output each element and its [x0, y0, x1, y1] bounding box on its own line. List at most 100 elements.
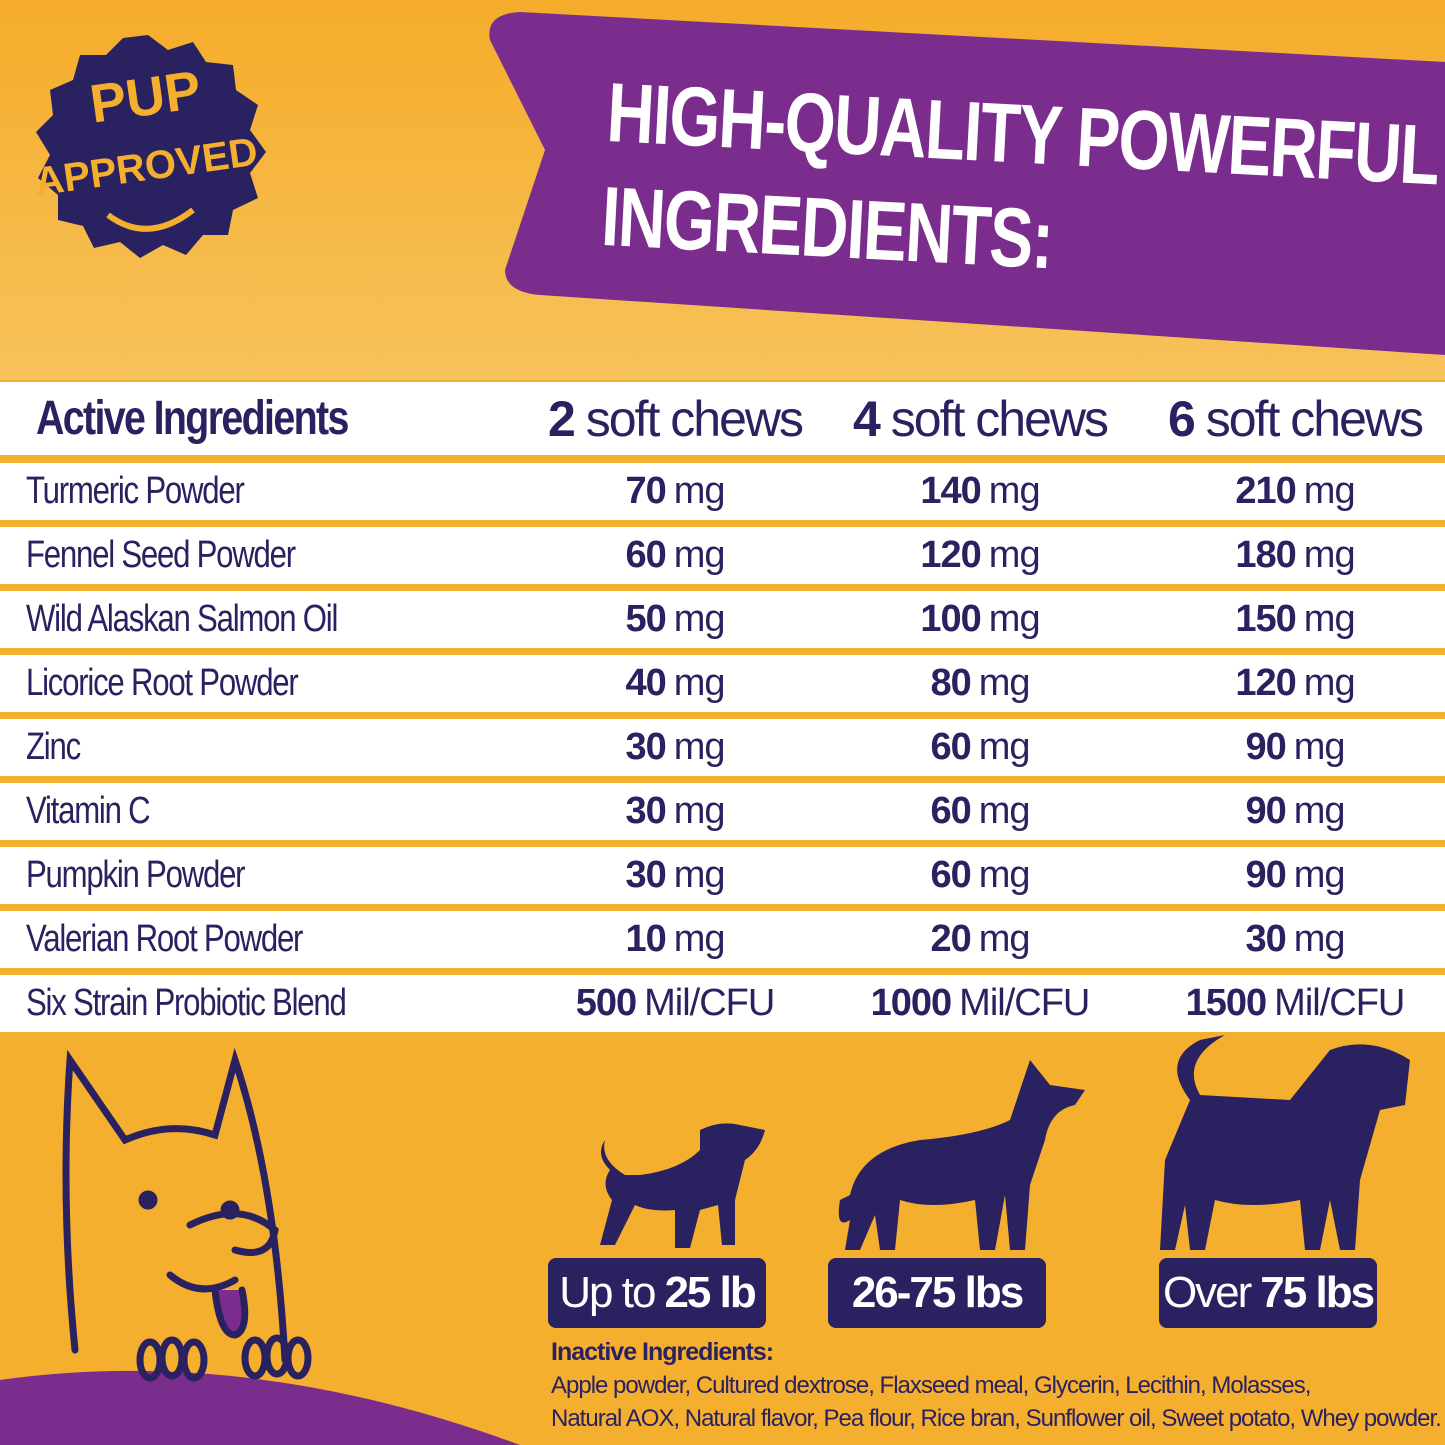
dose-value: 90 mg: [1145, 783, 1445, 840]
dose-amount: 60: [930, 790, 971, 832]
header-active-ingredients: Active Ingredients: [36, 392, 349, 445]
ingredient-name: Wild Alaskan Salmon Oil: [26, 598, 338, 640]
medium-dog-icon: [838, 1060, 1085, 1250]
table-row: Licorice Root Powder 40 mg 80 mg 120 mg: [0, 655, 1445, 712]
dose-value: 180 mg: [1145, 527, 1445, 584]
dose-amount: 30: [625, 790, 666, 832]
ingredient-name: Valerian Root Powder: [26, 918, 303, 960]
dose-unit: Mil/CFU: [959, 982, 1090, 1024]
small-dog-icon: [600, 1123, 765, 1248]
dose-value: 60 mg: [530, 527, 820, 584]
header-count: 6: [1167, 390, 1196, 447]
dose-unit: Mil/CFU: [1274, 982, 1405, 1024]
dose-unit: mg: [988, 470, 1041, 512]
dose-value: 90 mg: [1145, 847, 1445, 904]
dose-amount: 20: [930, 918, 971, 960]
header-count: 2: [547, 390, 576, 447]
dose-value: 150 mg: [1145, 591, 1445, 648]
dose-unit: mg: [978, 854, 1031, 896]
dose-unit: mg: [673, 662, 726, 704]
dose-amount: 120: [920, 534, 981, 576]
dose-amount: 80: [930, 662, 971, 704]
size-label-small: Up to 25 lb: [548, 1258, 766, 1328]
dose-amount: 140: [920, 470, 981, 512]
dose-unit: mg: [988, 534, 1041, 576]
dose-value: 50 mg: [530, 591, 820, 648]
dose-amount: 50: [625, 598, 666, 640]
dose-amount: 70: [625, 470, 666, 512]
dose-unit: mg: [673, 854, 726, 896]
table-row: Fennel Seed Powder 60 mg 120 mg 180 mg: [0, 527, 1445, 584]
page-title: HIGH-QUALITY POWERFUL INGREDIENTS:: [599, 60, 1441, 301]
dose-unit: mg: [673, 726, 726, 768]
dose-amount: 1500: [1185, 982, 1268, 1024]
dose-amount: 100: [920, 598, 981, 640]
dose-unit: mg: [1293, 790, 1346, 832]
dose-unit: mg: [1303, 470, 1356, 512]
dose-unit: mg: [1293, 854, 1346, 896]
dose-amount: 120: [1235, 662, 1296, 704]
table-row: Zinc 30 mg 60 mg 90 mg: [0, 719, 1445, 776]
dose-value: 30 mg: [1145, 911, 1445, 968]
ingredient-name: Turmeric Powder: [26, 470, 245, 512]
dose-value: 30 mg: [530, 847, 820, 904]
dose-value: 60 mg: [830, 847, 1130, 904]
dose-amount: 60: [625, 534, 666, 576]
dose-amount: 40: [625, 662, 666, 704]
purple-hill: [0, 1370, 520, 1445]
inactive-line-1: Apple powder, Cultured dextrose, Flaxsee…: [551, 1372, 1311, 1399]
dose-unit: mg: [1293, 726, 1346, 768]
dose-value: 20 mg: [830, 911, 1130, 968]
dose-value: 1500 Mil/CFU: [1145, 975, 1445, 1032]
dose-unit: mg: [1303, 598, 1356, 640]
header-label: soft chews: [585, 390, 804, 447]
dose-amount: 30: [625, 726, 666, 768]
dose-value: 10 mg: [530, 911, 820, 968]
dose-unit: mg: [673, 470, 726, 512]
header-6-chews: 6 soft chews: [1145, 382, 1445, 455]
inactive-ingredients: Inactive Ingredients: Apple powder, Cult…: [551, 1336, 1442, 1435]
dose-amount: 10: [625, 918, 666, 960]
dose-value: 60 mg: [830, 783, 1130, 840]
dose-unit: mg: [978, 790, 1031, 832]
dose-value: 30 mg: [530, 719, 820, 776]
dose-unit: mg: [1303, 534, 1356, 576]
dose-amount: 500: [575, 982, 637, 1024]
table-header-row: Active Ingredients 2 soft chews 4 soft che…: [0, 382, 1445, 455]
header-label: soft chews: [890, 390, 1109, 447]
dose-amount: 90: [1245, 854, 1286, 896]
table-row: Six Strain Probiotic Blend 500 Mil/CFU 1000…: [0, 975, 1445, 1032]
dose-unit: mg: [978, 726, 1031, 768]
dose-value: 120 mg: [1145, 655, 1445, 712]
dose-value: 120 mg: [830, 527, 1130, 584]
dose-value: 90 mg: [1145, 719, 1445, 776]
dose-unit: Mil/CFU: [644, 982, 775, 1024]
ingredients-table: Active Ingredients 2 soft chews 4 soft che…: [0, 382, 1445, 1032]
size-label-medium: 26-75 lbs: [828, 1258, 1046, 1328]
ingredient-name: Pumpkin Powder: [26, 854, 246, 896]
size-prefix: Up to: [559, 1268, 656, 1317]
dose-value: 30 mg: [530, 783, 820, 840]
inactive-heading: Inactive Ingredients:: [551, 1338, 774, 1366]
dose-unit: mg: [1293, 918, 1346, 960]
table-row: Pumpkin Powder 30 mg 60 mg 90 mg: [0, 847, 1445, 904]
ingredient-name: Zinc: [26, 726, 81, 768]
large-dog-icon: [1160, 1035, 1410, 1250]
dose-value: 40 mg: [530, 655, 820, 712]
dose-amount: 30: [1245, 918, 1286, 960]
pup-approved-badge: PUP APPROVED: [32, 35, 266, 258]
dose-unit: mg: [673, 918, 726, 960]
ingredient-name: Fennel Seed Powder: [26, 534, 296, 576]
dose-value: 1000 Mil/CFU: [830, 975, 1130, 1032]
header-4-chews: 4 soft chews: [830, 382, 1130, 455]
size-weight: 25 lb: [664, 1268, 756, 1317]
header-label: soft chews: [1205, 390, 1424, 447]
dose-value: 80 mg: [830, 655, 1130, 712]
cartoon-dog-icon: [62, 1047, 312, 1382]
dose-amount: 210: [1235, 470, 1296, 512]
table-row: Turmeric Powder 70 mg 140 mg 210 mg: [0, 463, 1445, 520]
dose-unit: mg: [1303, 662, 1356, 704]
size-label-large: Over 75 lbs: [1159, 1258, 1377, 1328]
dose-unit: mg: [988, 598, 1041, 640]
dose-amount: 60: [930, 726, 971, 768]
